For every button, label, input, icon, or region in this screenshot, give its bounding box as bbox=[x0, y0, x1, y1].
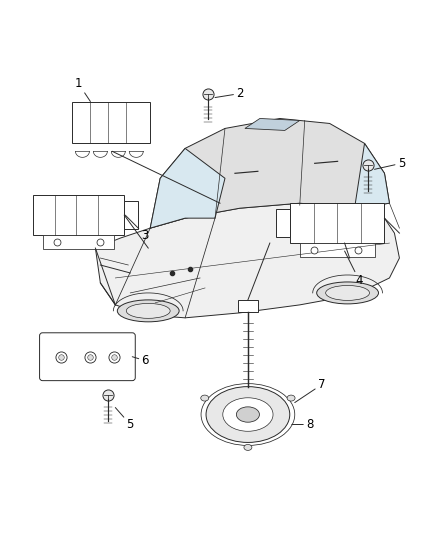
Text: 6: 6 bbox=[132, 354, 149, 367]
Ellipse shape bbox=[244, 445, 252, 450]
Text: 2: 2 bbox=[215, 87, 244, 100]
Ellipse shape bbox=[237, 407, 259, 422]
Ellipse shape bbox=[117, 300, 179, 322]
Ellipse shape bbox=[287, 395, 295, 401]
FancyBboxPatch shape bbox=[42, 235, 114, 249]
Ellipse shape bbox=[126, 303, 170, 318]
Ellipse shape bbox=[201, 395, 209, 401]
Text: 7: 7 bbox=[295, 378, 325, 402]
Text: 8: 8 bbox=[292, 418, 314, 431]
Ellipse shape bbox=[326, 286, 370, 301]
Text: 3: 3 bbox=[125, 215, 149, 241]
Polygon shape bbox=[150, 148, 225, 228]
Polygon shape bbox=[150, 118, 389, 228]
Polygon shape bbox=[245, 118, 300, 131]
Ellipse shape bbox=[317, 282, 378, 304]
Ellipse shape bbox=[223, 398, 273, 431]
FancyBboxPatch shape bbox=[238, 300, 258, 312]
FancyBboxPatch shape bbox=[300, 243, 374, 257]
Ellipse shape bbox=[206, 386, 290, 442]
Text: 5: 5 bbox=[374, 157, 405, 170]
FancyBboxPatch shape bbox=[124, 201, 138, 229]
FancyBboxPatch shape bbox=[72, 101, 150, 143]
Polygon shape bbox=[95, 203, 399, 318]
Text: 1: 1 bbox=[75, 77, 90, 101]
FancyBboxPatch shape bbox=[290, 203, 385, 243]
FancyBboxPatch shape bbox=[276, 209, 290, 237]
Text: 5: 5 bbox=[115, 408, 134, 431]
FancyBboxPatch shape bbox=[32, 195, 124, 235]
Text: 4: 4 bbox=[345, 251, 363, 287]
Polygon shape bbox=[355, 143, 389, 208]
FancyBboxPatch shape bbox=[39, 333, 135, 381]
